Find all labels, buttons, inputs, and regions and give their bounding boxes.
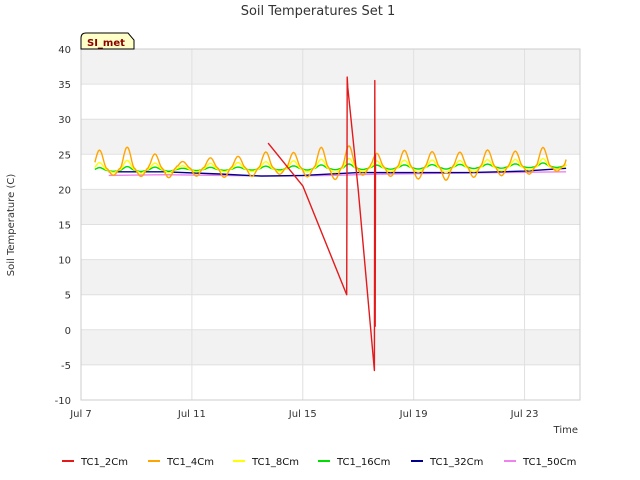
site-badge: SI_met [80,32,135,50]
x-axis-ticks: Jul 7 Jul 11 Jul 15 Jul 19 Jul 23 [69,409,538,420]
x-tick-label: Jul 11 [177,409,206,420]
chart-title: Soil Temperatures Set 1 [241,4,396,19]
series-line-tc1_2cm [267,76,377,372]
y-tick-label: 15 [58,221,71,232]
y-tick-label: -10 [55,396,71,407]
y-tick-label: 5 [65,291,71,302]
x-axis-label: Time [553,425,578,436]
legend-item: TC1_32Cm [411,457,483,468]
legend-label: TC1_8Cm [251,457,299,468]
y-tick-label: 35 [58,80,71,91]
plot-frame [80,48,581,401]
series-line-tc1_32cm [108,167,567,177]
y-tick-label: 10 [58,256,71,267]
plot-band [81,329,580,365]
plot-band [81,259,580,295]
x-tick-label: Jul 23 [510,409,539,420]
legend-label: TC1_4Cm [166,457,214,468]
plot-band [81,189,580,225]
plot-band [81,294,580,330]
legend-label: TC1_2Cm [80,457,128,468]
x-tick-label: Jul 19 [399,409,428,420]
y-axis-label: Soil Temperature (C) [6,174,17,277]
legend-item: TC1_16Cm [318,457,390,468]
site-badge-label: SI_met [87,38,125,49]
y-axis-ticks: -10 -5 0 5 10 15 20 25 30 35 40 [55,45,71,407]
legend-item: TC1_50Cm [504,457,576,468]
y-tick-label: 0 [65,326,71,337]
y-tick-label: 30 [58,115,71,126]
y-tick-label: 20 [58,185,71,196]
legend-item: TC1_2Cm [62,457,128,468]
y-tick-label: 25 [58,150,71,161]
plot-band [81,119,580,155]
y-tick-label: 40 [58,45,71,56]
series-lines [94,76,567,372]
legend-item: TC1_4Cm [148,457,214,468]
legend-label: TC1_32Cm [429,457,483,468]
x-tick-label: Jul 15 [288,409,317,420]
series-line-tc1_4cm [94,145,567,181]
plot-band [81,84,580,120]
plot-band [81,364,580,400]
legend-label: TC1_50Cm [522,457,576,468]
plot-band [81,49,580,85]
y-tick-label: -5 [61,361,71,372]
x-tick-label: Jul 7 [69,409,92,420]
legend: TC1_2Cm TC1_4Cm TC1_8Cm TC1_16Cm TC1_32Cm TC1… [62,457,576,468]
legend-label: TC1_16Cm [336,457,390,468]
legend-item: TC1_8Cm [233,457,299,468]
